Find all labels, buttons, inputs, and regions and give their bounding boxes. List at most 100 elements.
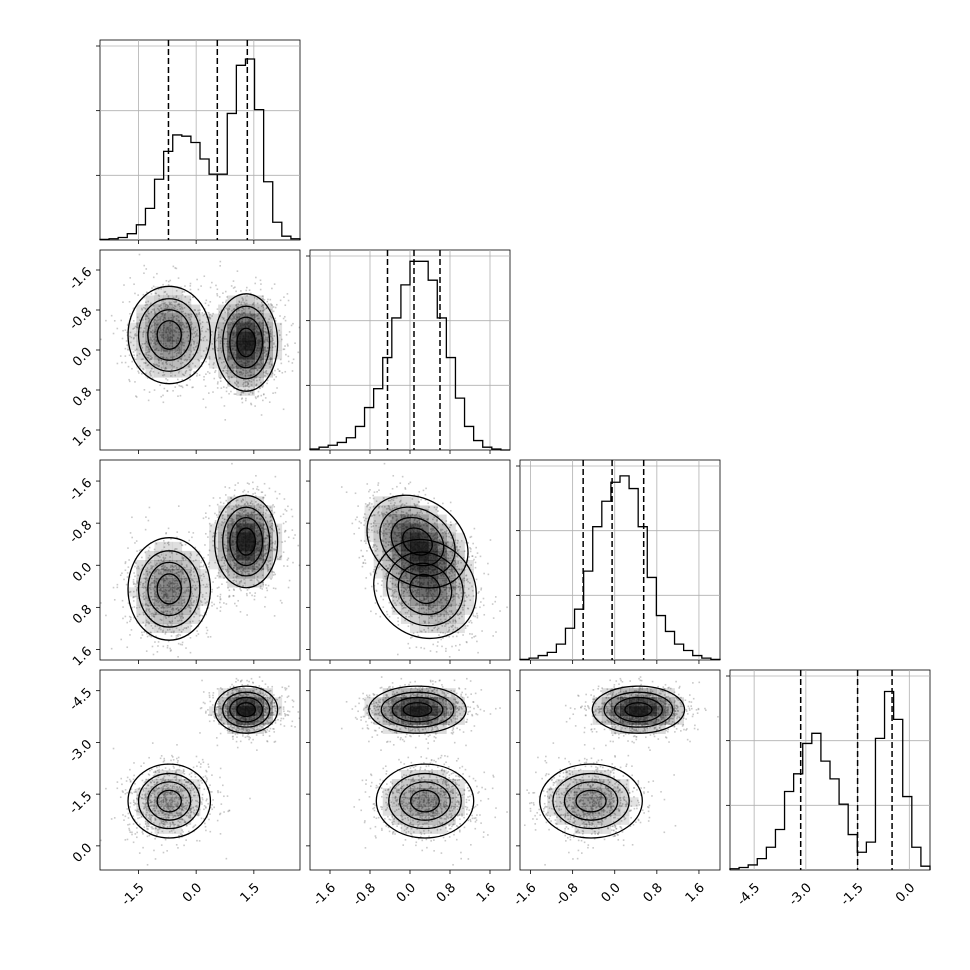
scatter-point <box>236 506 239 508</box>
scatter-point <box>193 581 196 583</box>
scatter-point <box>274 587 277 590</box>
scatter-point <box>275 376 277 378</box>
contour-line <box>222 305 271 380</box>
scatter-point <box>173 569 175 571</box>
scatter-point <box>160 355 162 358</box>
scatter-point <box>281 338 283 341</box>
scatter-point <box>242 569 245 571</box>
scatter-point <box>181 570 184 573</box>
scatter-point <box>266 307 268 309</box>
scatter-point <box>251 367 254 370</box>
scatter-point <box>133 572 135 574</box>
scatter-point <box>198 319 201 322</box>
scatter-point <box>238 512 241 515</box>
scatter-point <box>218 327 220 329</box>
scatter-point <box>233 505 235 508</box>
scatter-point <box>180 581 182 583</box>
scatter-point <box>273 378 276 381</box>
scatter-point <box>163 579 166 582</box>
scatter-point <box>171 589 174 591</box>
scatter-point <box>224 486 227 488</box>
scatter-point <box>207 328 210 331</box>
scatter-point <box>246 589 249 591</box>
scatter-point <box>265 372 267 375</box>
scatter-point <box>152 285 155 288</box>
scatter-point <box>200 355 203 358</box>
scatter-point <box>254 592 257 594</box>
scatter-point <box>183 307 186 309</box>
scatter-point <box>283 296 285 298</box>
scatter-point <box>226 550 228 552</box>
scatter-point <box>152 588 155 590</box>
scatter-point <box>364 503 367 505</box>
scatter-point <box>216 503 219 506</box>
scatter-point <box>187 334 190 337</box>
scatter-point <box>433 599 436 601</box>
scatter-point <box>205 330 207 333</box>
scatter-point <box>469 536 472 539</box>
density-cell <box>227 550 237 561</box>
scatter-point <box>194 309 196 311</box>
scatter-point <box>145 570 148 573</box>
scatter-point <box>192 336 195 339</box>
scatter-point <box>143 585 146 588</box>
scatter-point <box>157 572 160 574</box>
scatter-point <box>180 366 182 369</box>
scatter-point <box>240 571 243 573</box>
scatter-point <box>223 367 225 370</box>
scatter-point <box>143 362 145 364</box>
scatter-point <box>361 565 364 568</box>
scatter-point <box>166 668 168 670</box>
scatter-point <box>219 380 222 382</box>
scatter-point <box>212 367 215 369</box>
scatter-point <box>174 617 177 619</box>
scatter-point <box>247 512 250 514</box>
scatter-point <box>141 343 144 345</box>
scatter-point <box>123 284 125 286</box>
density-cell <box>145 587 155 597</box>
scatter-point <box>206 328 209 330</box>
scatter-point <box>163 302 166 305</box>
scatter-point <box>260 283 262 285</box>
scatter-point <box>161 347 164 349</box>
scatter-point <box>386 610 388 613</box>
scatter-point <box>164 350 166 352</box>
scatter-point <box>178 303 180 306</box>
scatter-point <box>248 587 250 590</box>
scatter-point <box>131 367 133 370</box>
scatter-point <box>153 308 155 310</box>
scatter-point <box>212 391 214 393</box>
scatter-point <box>138 372 140 374</box>
scatter-point <box>181 556 184 558</box>
scatter-point <box>175 635 178 637</box>
scatter-point <box>247 381 249 383</box>
scatter-point <box>254 363 257 366</box>
scatter-point <box>235 380 238 383</box>
scatter-point <box>230 508 233 510</box>
scatter-point <box>190 343 192 346</box>
scatter-point <box>187 589 190 591</box>
scatter-point <box>162 356 164 359</box>
scatter-point <box>149 343 152 345</box>
density-cell <box>190 614 201 624</box>
scatter-point <box>181 612 184 615</box>
scatter-point <box>266 509 268 512</box>
scatter-point <box>444 598 446 601</box>
scatter-point <box>437 587 440 589</box>
scatter-point <box>445 535 448 538</box>
scatter-point <box>181 385 183 388</box>
scatter-point <box>193 600 195 602</box>
scatter-point <box>216 337 219 340</box>
scatter-point <box>152 276 155 279</box>
scatter-point <box>240 391 243 394</box>
scatter-point <box>266 564 269 567</box>
density-cell <box>236 569 246 579</box>
scatter-point <box>191 536 193 539</box>
scatter-point <box>413 503 416 506</box>
scatter-point <box>231 376 233 378</box>
scatter-point <box>162 334 164 337</box>
scatter-point <box>266 543 269 546</box>
scatter-point <box>135 562 137 565</box>
scatter-point <box>265 563 268 566</box>
scatter-point <box>447 631 449 633</box>
